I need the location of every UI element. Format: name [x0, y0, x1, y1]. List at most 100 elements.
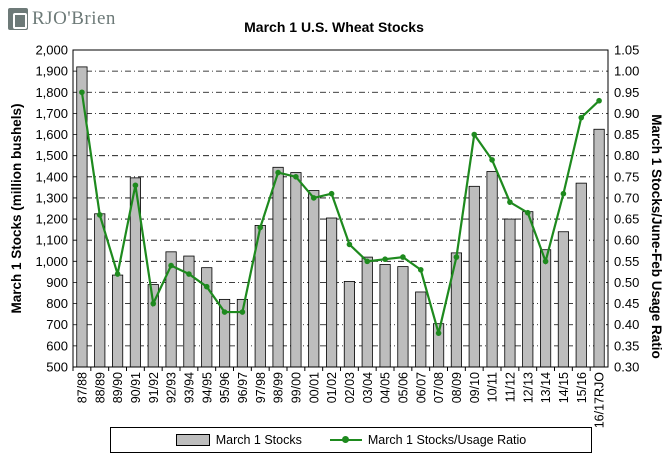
bar — [201, 267, 213, 368]
bar — [415, 291, 427, 368]
legend-item-stocks: March 1 Stocks — [175, 433, 302, 447]
x-tick-label: 98/99 — [272, 372, 286, 403]
ratio-point — [257, 224, 264, 231]
x-tick-label: 87/88 — [75, 372, 89, 403]
bar — [575, 182, 587, 368]
x-tick-label: 06/07 — [414, 372, 428, 403]
y-tick-label: 1,900 — [35, 64, 68, 79]
y2-tick-label: 0.45 — [614, 296, 639, 311]
bar — [112, 274, 124, 368]
ratio-point — [560, 190, 567, 197]
ratio-point — [453, 254, 460, 260]
y-tick-label: 1,200 — [35, 212, 68, 227]
ratio-point — [471, 131, 478, 138]
y2-tick-label: 0.90 — [614, 106, 639, 121]
y2-tick-label: 1.00 — [614, 64, 639, 79]
bar — [361, 256, 373, 368]
x-tick-label: 99/00 — [289, 372, 303, 403]
bar — [94, 213, 106, 368]
ratio-point — [293, 174, 299, 180]
bar — [379, 264, 391, 368]
ratio-point — [203, 283, 210, 290]
ratio-point — [168, 262, 174, 269]
ratio-point — [596, 97, 602, 104]
bar — [504, 218, 516, 368]
x-tick-label: 00/01 — [307, 372, 321, 403]
x-tick-label: 97/98 — [254, 372, 268, 403]
legend-line-swatch — [329, 436, 362, 443]
ratio-point — [96, 212, 103, 218]
x-tick-label: 14/15 — [557, 372, 571, 403]
y-tick-label: 1,800 — [35, 85, 68, 100]
bar — [165, 251, 177, 368]
ratio-point — [221, 309, 228, 315]
y2-tick-label: 0.95 — [614, 85, 639, 100]
ratio-line — [80, 92, 600, 334]
ratio-point — [79, 89, 85, 96]
ratio-point — [310, 195, 317, 201]
y-axis-label: March 1 Stocks (million bushels) — [9, 103, 24, 313]
brand-logo-icon — [8, 8, 28, 30]
x-tick-label: 88/89 — [93, 372, 107, 403]
y2-tick-label: 0.55 — [614, 254, 639, 269]
y-tick-label: 1,500 — [35, 148, 68, 163]
y2-tick-label: 0.80 — [614, 148, 639, 163]
y2-tick-label: 0.75 — [614, 169, 639, 184]
y2-tick-label: 0.70 — [614, 190, 639, 205]
ratio-point — [382, 256, 388, 263]
y-tick-label: 500 — [46, 360, 68, 375]
x-tick-label: 09/10 — [468, 372, 482, 403]
chart-title: March 1 U.S. Wheat Stocks — [244, 19, 424, 35]
y-tick-label: 2,000 — [35, 43, 68, 58]
x-tick-label: 04/05 — [379, 372, 393, 403]
bar — [397, 266, 409, 368]
bar — [468, 185, 480, 368]
ratio-point — [578, 114, 585, 121]
y-tick-label: 1,000 — [35, 254, 68, 269]
ratio-point — [328, 190, 335, 197]
y-tick-label: 1,600 — [35, 127, 68, 142]
x-tick-label: 08/09 — [450, 372, 464, 403]
y-tick-label: 700 — [46, 317, 68, 332]
y-tick-label: 1,100 — [35, 233, 68, 248]
legend-bar-swatch — [175, 434, 210, 446]
ratio-point — [524, 209, 531, 216]
y2-tick-label: 0.30 — [614, 360, 639, 375]
x-tick-label: 89/90 — [111, 372, 125, 403]
y-tick-label: 1,700 — [35, 106, 68, 121]
x-tick-label: 93/94 — [182, 372, 196, 403]
ratio-point — [186, 271, 192, 277]
ratio-point — [275, 169, 281, 176]
x-tick-label: 96/97 — [236, 372, 250, 403]
y2-tick-label: 1.05 — [614, 43, 639, 58]
x-tick-label: 90/91 — [129, 372, 143, 403]
ratio-point — [150, 300, 157, 307]
ratio-point — [364, 258, 371, 265]
ratio-point — [114, 271, 121, 277]
ratio-point — [507, 199, 513, 205]
ratio-point — [542, 258, 549, 265]
ratio-point — [435, 330, 442, 336]
x-tick-label: 03/04 — [361, 372, 375, 403]
y2-tick-label: 0.60 — [614, 233, 639, 248]
x-tick-label: 95/96 — [218, 372, 232, 403]
ratio-point — [346, 241, 353, 248]
legend-item-ratio: March 1 Stocks/Usage Ratio — [329, 433, 527, 447]
bar — [308, 190, 320, 368]
x-tick-label: 05/06 — [396, 372, 410, 403]
x-tick-label: 12/13 — [521, 372, 535, 403]
y2-tick-label: 0.40 — [614, 317, 639, 332]
legend-label-stocks: March 1 Stocks — [215, 433, 302, 447]
bar — [593, 128, 605, 368]
x-tick-label: 01/02 — [325, 372, 339, 403]
brand-name: RJO'Brien — [32, 8, 116, 29]
ratio-point — [239, 309, 246, 315]
x-tick-label: 92/93 — [165, 372, 179, 403]
bar — [326, 217, 338, 368]
ratio-point — [417, 266, 424, 273]
legend-label-ratio: March 1 Stocks/Usage Ratio — [367, 433, 527, 447]
x-tick-label: 15/16 — [575, 372, 589, 403]
y-tick-label: 800 — [46, 296, 68, 311]
y-tick-label: 600 — [46, 338, 68, 353]
